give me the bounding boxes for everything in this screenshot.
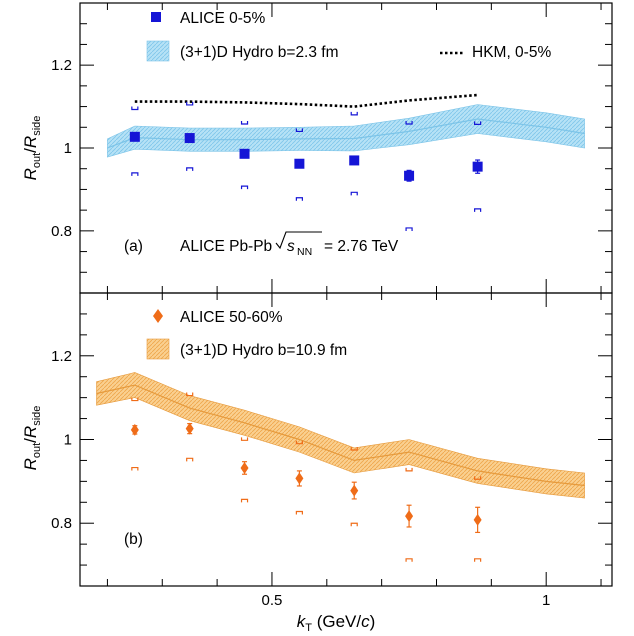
legend-a-band-label: (3+1)D Hydro b=2.3 fm (180, 44, 339, 61)
panel-b-label: (b) (124, 531, 143, 548)
svg-text:s: s (287, 238, 295, 255)
data-point-b (473, 513, 482, 526)
svg-text:Rout/Rside: Rout/Rside (21, 116, 43, 181)
sys-bracket-a-high (474, 121, 482, 125)
axis-frame-b (79, 292, 613, 587)
sys-bracket-b-high (405, 467, 413, 472)
systematic-brackets (131, 101, 482, 562)
y-tick-label-a: 1 (64, 140, 72, 157)
data-point-a (349, 155, 360, 166)
sqrt-snn-symbol: s NN (275, 231, 322, 258)
legend-a-line-label: HKM, 0-5% (472, 44, 551, 61)
data-point-a (294, 158, 305, 169)
y-tick-label-a: 0.8 (51, 223, 72, 240)
data-point-a (184, 133, 195, 144)
sys-bracket-a-low (350, 191, 358, 196)
sys-bracket-b-high (295, 440, 303, 445)
sys-bracket-a-high (405, 120, 413, 125)
y-tick-label-b: 0.8 (51, 515, 72, 532)
sys-bracket-b-high (186, 392, 194, 397)
legend-b-marker-data (153, 309, 163, 323)
data-point-a (239, 148, 250, 159)
svg-text:Rout/Rside: Rout/Rside (21, 406, 43, 471)
data-point-b (350, 484, 359, 497)
data-point-a (129, 131, 140, 142)
data-point-b (130, 423, 139, 436)
sys-bracket-a-high (295, 128, 303, 133)
model-band-center-b (96, 384, 585, 487)
sys-bracket-b-high (350, 446, 358, 451)
sys-bracket-a-low (131, 172, 139, 176)
panel-a-annotation: (a) ALICE Pb-Pb s NN = 2.76 TeV (124, 231, 399, 258)
svg-text:kT (GeV/c): kT (GeV/c) (297, 612, 376, 634)
model-band-a (107, 104, 585, 158)
legend-b: ALICE 50-60% (3+1)D Hydro b=10.9 fm (146, 309, 347, 360)
legend-a-marker-data (151, 12, 161, 22)
x-tick-label: 1 (542, 592, 550, 609)
data-point-b (295, 472, 304, 485)
axes-frames: 0.8 1 1.2 0.8 1 1.2 0.5 1 (51, 2, 613, 609)
y-title-b: Rout/Rside (21, 406, 43, 471)
y-tick-label-b: 1.2 (51, 348, 72, 365)
sys-bracket-a-high (350, 111, 358, 116)
sys-bracket-b-low (474, 558, 482, 562)
sys-bracket-a-high (131, 106, 139, 111)
legend-a-swatch-band (146, 40, 170, 62)
sys-bracket-b-high (240, 437, 249, 441)
sys-bracket-b-low (131, 466, 139, 471)
x-title: kT (GeV/c) (297, 612, 376, 634)
legend-b-data-label: ALICE 50-60% (180, 309, 283, 326)
data-point-b (405, 510, 414, 523)
sys-bracket-b-low (295, 510, 303, 515)
panel-a-label: (a) (124, 238, 143, 255)
sys-bracket-b-high (474, 476, 482, 480)
panel-a-system-label: ALICE Pb-Pb (180, 238, 272, 255)
model-band-center-a (107, 118, 585, 149)
sys-bracket-b-low (350, 522, 358, 527)
legend-a: ALICE 0-5% (3+1)D Hydro b=2.3 fm HKM, 0-… (146, 10, 551, 62)
y-tick-label-b: 1 (64, 432, 72, 449)
sys-bracket-a-low (240, 185, 249, 190)
model-band-b (96, 372, 585, 499)
data-point-b (185, 422, 194, 435)
sys-bracket-b-low (186, 457, 194, 462)
panel-a-energy-label: = 2.76 TeV (324, 238, 399, 255)
sys-bracket-b-high (131, 397, 139, 402)
legend-b-band-label: (3+1)D Hydro b=10.9 fm (180, 342, 347, 359)
svg-text:NN: NN (297, 246, 312, 258)
data-points (129, 131, 483, 534)
data-point-b (240, 461, 249, 474)
legend-a-data-label: ALICE 0-5% (180, 10, 266, 27)
data-point-a (404, 170, 415, 181)
sys-bracket-a-low (405, 227, 413, 231)
sys-bracket-a-low (295, 197, 303, 201)
x-tick-label: 0.5 (262, 592, 283, 609)
sys-bracket-b-low (405, 558, 413, 562)
legend-b-swatch-band (146, 338, 170, 360)
model-bands (96, 104, 585, 499)
sys-bracket-a-high (240, 120, 249, 125)
y-tick-label-a: 1.2 (51, 57, 72, 74)
sys-bracket-b-low (240, 498, 249, 503)
sys-bracket-a-low (474, 208, 482, 212)
data-point-a (472, 161, 483, 172)
y-title-a: Rout/Rside (21, 116, 43, 181)
sys-bracket-a-high (186, 101, 194, 106)
sys-bracket-a-low (186, 167, 194, 171)
